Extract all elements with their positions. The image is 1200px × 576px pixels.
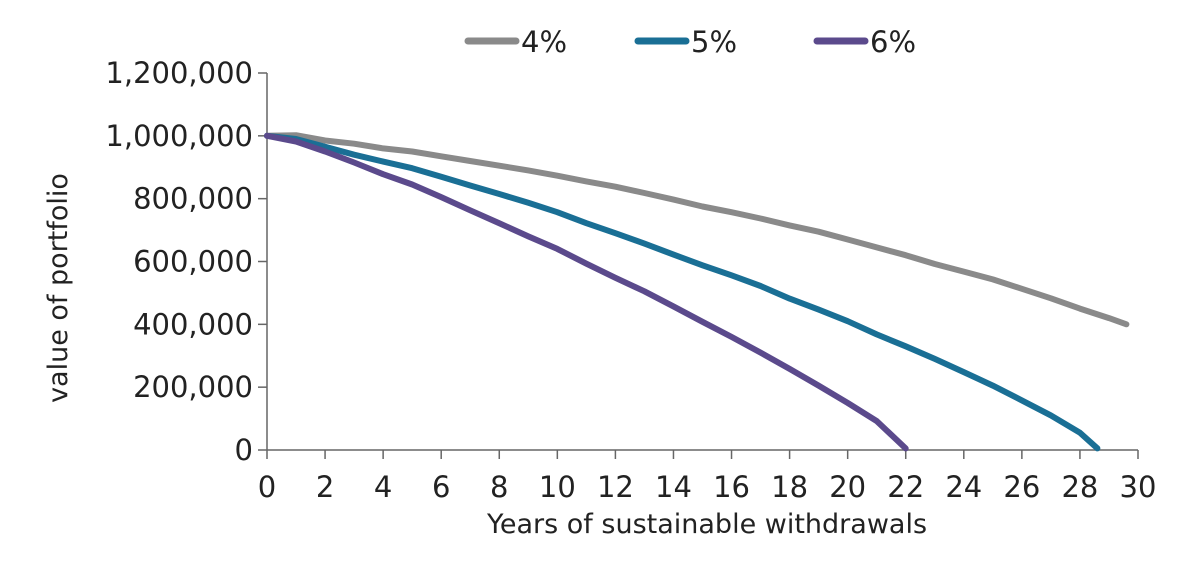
y-tick-label: 600,000	[133, 245, 253, 279]
x-tick-label: 10	[539, 470, 576, 504]
y-axis: 0 200,000 400,000 600,000 800,000 1,000,000 1,…	[105, 56, 268, 467]
x-tick-label: 2	[316, 470, 334, 504]
y-tick-label: 0	[235, 433, 253, 467]
legend-label-4pct: 4%	[521, 25, 567, 59]
y-tick-label: 400,000	[133, 307, 253, 341]
legend-label-6pct: 6%	[870, 25, 916, 59]
series-line-3	[264, 132, 909, 452]
x-tick-label: 28	[1061, 470, 1098, 504]
y-axis-title: value of portfolio	[43, 173, 74, 403]
x-tick-label: 0	[258, 470, 276, 504]
series-line-2	[264, 132, 1101, 452]
x-tick-label: 6	[432, 470, 450, 504]
series-line-1	[264, 132, 1130, 328]
x-tick-label: 24	[945, 470, 982, 504]
x-axis-title: Years of sustainable withdrawals	[486, 509, 927, 540]
y-tick-label: 1,000,000	[105, 119, 253, 153]
x-tick-label: 12	[597, 470, 634, 504]
x-tick-label: 26	[1003, 470, 1040, 504]
x-tick-label: 30	[1120, 470, 1157, 504]
x-tick-label: 14	[655, 470, 692, 504]
series-layer	[264, 132, 1130, 452]
x-tick-label: 4	[374, 470, 392, 504]
legend-label-5pct: 5%	[691, 25, 737, 59]
x-tick-label: 8	[490, 470, 508, 504]
x-tick-label: 22	[887, 470, 924, 504]
legend: 4% 5% 6%	[464, 25, 916, 59]
x-tick-label: 16	[713, 470, 750, 504]
y-tick-label: 1,200,000	[105, 56, 253, 90]
x-tick-label: 20	[829, 470, 866, 504]
x-tick-label: 18	[771, 470, 808, 504]
y-tick-label: 800,000	[133, 182, 253, 216]
y-tick-label: 200,000	[133, 370, 253, 404]
x-axis: 0 2 4 6 8 10 12 14 16 18 20 22 24 26 28 30	[258, 449, 1157, 504]
